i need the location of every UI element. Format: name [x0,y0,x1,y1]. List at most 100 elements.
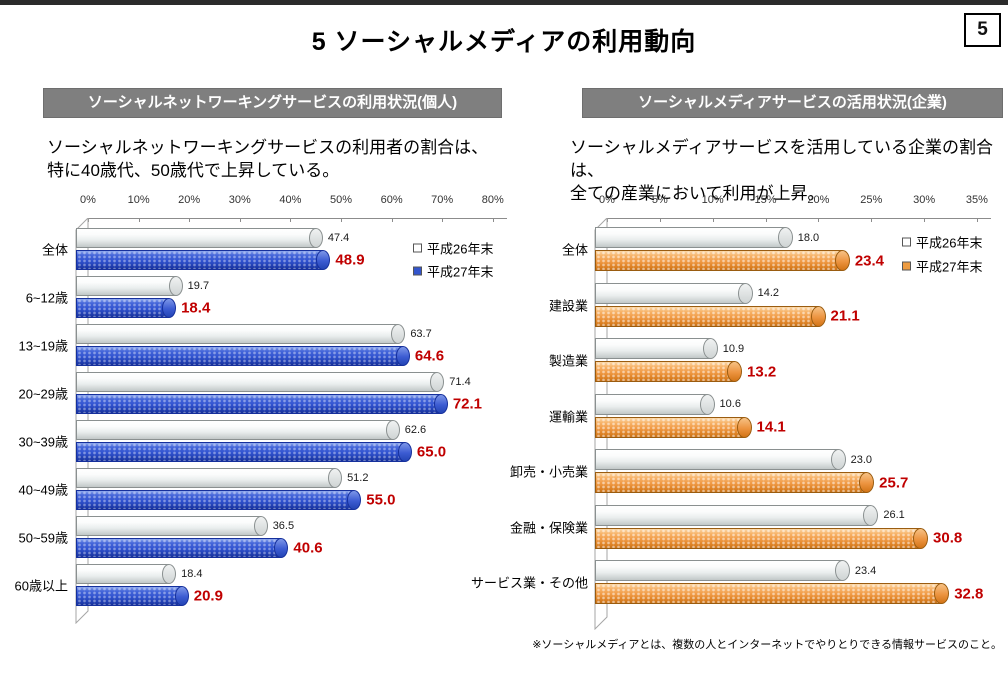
bar-series1 [595,449,839,470]
x-axis-tick [924,218,926,222]
x-axis-tick-label: 15% [754,194,777,206]
category-label: 金融・保険業 [509,520,588,535]
page-title: 5 ソーシャルメディアの利用動向 [311,28,697,56]
legend-item: 平成27年末 [413,262,493,281]
value-label-series1: 26.1 [883,509,905,521]
bar-series1 [76,228,316,248]
bar-series1 [595,560,843,581]
legend-swatch [413,266,422,276]
x-axis-tick [341,218,342,222]
category-label: 卸売・小売業 [509,464,588,480]
value-label-series2: 48.9 [335,251,365,269]
bar-series2 [76,490,355,510]
bar-end-cap [308,228,323,248]
bar-end-cap [385,420,400,440]
legend-swatch [902,237,911,247]
x-axis-tick [871,218,873,222]
x-axis-tick-label: 30% [228,194,251,206]
value-label-series2: 25.7 [879,474,909,491]
x-axis-tick-label: 30% [913,194,936,206]
x-axis-tick [765,218,767,222]
value-label-series1: 62.6 [404,424,427,436]
bar-series1 [76,468,336,488]
top-border-bar [0,0,1008,5]
bar-end-cap [736,416,752,438]
value-label-series1: 63.7 [410,328,432,340]
x-axis-tick [818,218,820,222]
bar-series2 [76,298,170,318]
bar-series2 [76,442,405,462]
category-label: 建設業 [548,298,588,313]
value-label-series1: 10.6 [719,398,741,410]
bar-end-cap [737,282,753,304]
x-axis-tick [391,218,393,222]
bar-series1 [595,282,746,304]
bar-end-cap [274,538,289,558]
x-axis-line [607,218,991,219]
bar-series2 [595,361,735,382]
value-label-series1: 23.0 [850,453,873,466]
x-axis-tick [442,218,444,222]
bar-end-cap [859,472,875,493]
legend-label: 平成27年末 [427,264,494,280]
value-label-series1: 18.0 [797,231,820,244]
bar-end-cap [699,393,715,415]
description-line: ソーシャルネットワーキングサービスの利用者の割合は、 [47,138,489,157]
bar-end-cap [727,361,743,382]
category-label: 20~29歳 [18,386,68,402]
legend-label: 平成26年末 [427,241,494,257]
bar-series2 [595,527,921,549]
x-axis-tick-label: 0% [599,194,615,206]
x-axis-tick-label: 60% [380,194,403,206]
bar-end-cap [913,527,929,549]
category-label: 50~59歳 [18,530,68,546]
bar-series1 [595,393,708,415]
bar-series2 [595,416,745,438]
x-axis-tick [712,218,714,222]
value-label-series2: 72.1 [452,395,483,413]
category-label: サービス業・その他 [470,575,588,591]
chart-sns-individual: 0% 10% 20% 30% 40% 50% 60% 70% 80% 全体 47.4 48.9 6~12… [0,190,540,652]
value-label-series2: 55.0 [366,491,396,509]
bar-series2 [595,583,942,604]
bar-series1 [595,338,711,359]
bar-end-cap [253,516,268,536]
value-label-series2: 65.0 [416,443,447,461]
bar-end-cap [162,564,177,584]
bar-end-cap [397,442,412,462]
value-label-series2: 30.8 [933,529,963,547]
page-number: 5 [977,19,988,40]
bar-series1 [76,564,170,584]
value-label-series1: 51.2 [347,472,369,484]
value-label-series1: 18.4 [181,568,203,580]
x-axis-tick-label: 20% [178,194,201,206]
legend-swatch [902,261,911,271]
x-axis-tick-label: 80% [481,194,504,206]
bar-end-cap [433,394,448,414]
value-label-series1: 19.7 [187,280,210,292]
legend-swatch [413,243,422,253]
bar-end-cap [702,338,718,359]
legend-label: 平成26年末 [916,235,983,251]
category-label: 40~49歳 [18,482,68,498]
value-label-series2: 21.1 [830,307,860,325]
x-axis-tick-label: 70% [431,194,454,206]
value-label-series1: 23.4 [854,564,877,577]
x-axis-tick [290,218,292,222]
bar-series1 [76,516,261,536]
value-label-series1: 36.5 [272,520,295,532]
bar-series1 [595,227,786,248]
description-line: 全ての産業において利用が上昇。 [570,184,825,203]
x-axis-tick-label: 35% [965,194,988,206]
x-axis-tick [492,218,494,222]
value-label-series1: 10.9 [722,342,745,355]
x-axis-tick [659,218,661,222]
legend-label: 平成27年末 [916,259,983,275]
panel-description-company: ソーシャルメディアサービスを活用している企業の割合は、 全ての産業において利用が… [570,136,1008,205]
bar-end-cap [168,276,183,296]
category-label: 全体 [41,242,68,258]
bar-series2 [595,472,867,493]
bar-end-cap [174,586,189,606]
bar-series1 [595,504,871,526]
value-label-series2: 32.8 [954,585,984,602]
